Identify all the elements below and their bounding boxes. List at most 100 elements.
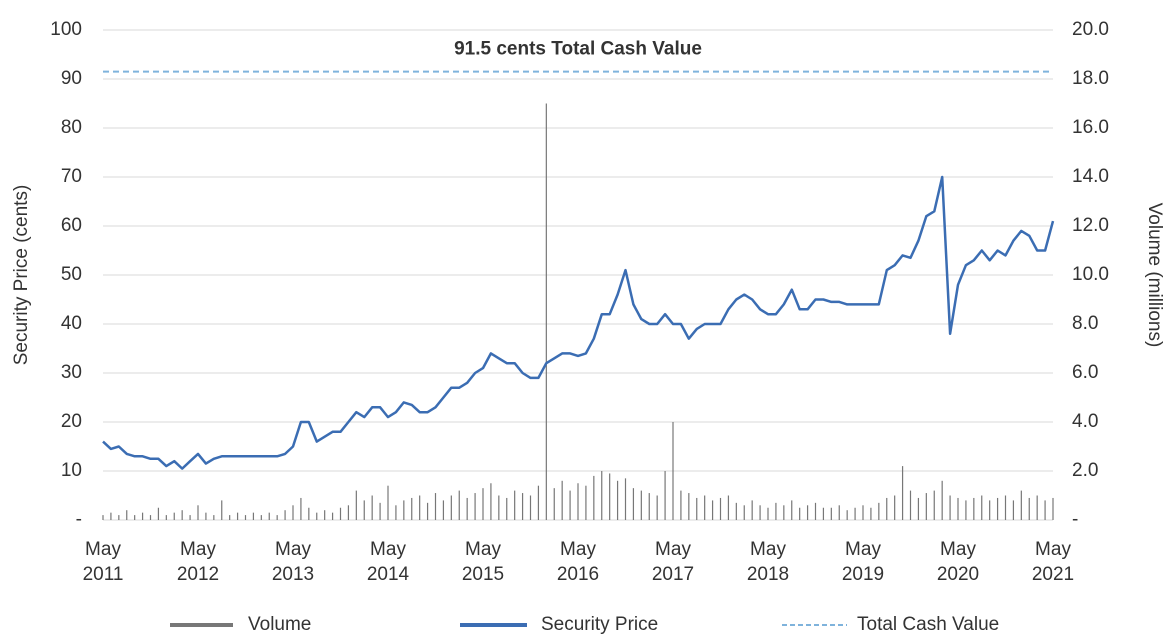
volume-bar bbox=[149, 515, 152, 520]
y-tick-label: 60 bbox=[61, 215, 82, 236]
y2-axis-title: Volume (millions) bbox=[1144, 203, 1165, 348]
volume-bar bbox=[696, 497, 698, 520]
volume-bar bbox=[901, 466, 904, 520]
volume-bar bbox=[814, 502, 817, 520]
y2-tick-label: 20.0 bbox=[1072, 19, 1109, 40]
volume-bar bbox=[965, 500, 967, 520]
volume-bar bbox=[878, 502, 880, 520]
volume-bar bbox=[791, 500, 793, 520]
volume-bar bbox=[719, 497, 722, 520]
y2-tick-label: 14.0 bbox=[1072, 166, 1109, 187]
y2-tick-label: 12.0 bbox=[1072, 215, 1109, 236]
volume-bar bbox=[862, 505, 864, 520]
volume-bar bbox=[688, 493, 690, 520]
volume-bar bbox=[830, 507, 832, 520]
volume-bar bbox=[846, 510, 848, 520]
volume-bar bbox=[996, 497, 999, 520]
y-tick-label: 70 bbox=[61, 166, 82, 187]
y-tick-label: 100 bbox=[50, 19, 82, 40]
x-tick-label: May 2012 bbox=[176, 539, 220, 585]
volume-bar bbox=[450, 495, 452, 520]
x-tick-label: May 2016 bbox=[556, 539, 600, 585]
volume-bar bbox=[735, 502, 737, 520]
y2-tick-label: 8.0 bbox=[1072, 313, 1098, 334]
volume-bar bbox=[656, 495, 658, 520]
x-tick-label: May 2013 bbox=[271, 539, 315, 585]
volume-bar bbox=[743, 505, 745, 520]
volume-bar bbox=[324, 510, 326, 520]
volume-bar bbox=[616, 480, 619, 520]
volume-bar bbox=[1004, 495, 1007, 520]
volume-bar bbox=[822, 507, 825, 520]
volume-bar bbox=[981, 495, 983, 520]
volume-bar bbox=[379, 502, 381, 520]
y2-tick-label: 18.0 bbox=[1072, 68, 1109, 89]
volume-bar bbox=[284, 510, 286, 520]
volume-bar bbox=[870, 507, 872, 520]
y-tick-label: 80 bbox=[61, 117, 82, 138]
volume-bar bbox=[894, 495, 896, 520]
volume-bar bbox=[664, 471, 666, 520]
volume-bar bbox=[632, 488, 635, 520]
volume-bar bbox=[711, 500, 714, 520]
volume-bar bbox=[585, 485, 587, 520]
x-tick-label: May 2020 bbox=[936, 539, 980, 585]
volume-bar bbox=[609, 473, 611, 520]
volume-bar bbox=[474, 493, 476, 520]
volume-bar bbox=[363, 500, 365, 520]
volume-bar bbox=[213, 515, 215, 520]
volume-bar bbox=[727, 495, 730, 520]
volume-bar bbox=[498, 495, 500, 520]
volume-bar bbox=[704, 495, 706, 520]
legend-label: Volume bbox=[248, 614, 311, 635]
volume-bar bbox=[1012, 500, 1015, 520]
volume-bar bbox=[165, 515, 167, 520]
volume-bar bbox=[783, 505, 785, 520]
volume-bar bbox=[252, 512, 255, 520]
volume-bar bbox=[1036, 495, 1038, 520]
y-tick-label: 40 bbox=[61, 313, 82, 334]
volume-bar bbox=[973, 497, 975, 520]
volume-bar bbox=[624, 478, 627, 520]
volume-bar bbox=[917, 497, 920, 520]
volume-bar bbox=[521, 493, 524, 520]
volume-bar bbox=[1028, 497, 1030, 520]
volume-bar bbox=[371, 495, 373, 520]
volume-bar bbox=[553, 488, 555, 520]
y-axis-title: Security Price (cents) bbox=[11, 185, 32, 366]
volume-bar bbox=[537, 485, 540, 520]
volume-bar bbox=[387, 485, 389, 520]
volume-bar bbox=[126, 510, 128, 520]
volume-bar bbox=[909, 490, 912, 520]
volume-bar bbox=[506, 497, 508, 520]
reference-label: 91.5 cents Total Cash Value bbox=[454, 39, 702, 60]
volume-bar bbox=[490, 483, 492, 520]
volume-bar bbox=[189, 515, 191, 520]
x-tick-label: May 2011 bbox=[82, 539, 124, 585]
volume-bar bbox=[331, 512, 334, 520]
volume-bar bbox=[569, 490, 571, 520]
legend-label: Total Cash Value bbox=[857, 614, 999, 635]
volume-bar bbox=[601, 471, 603, 520]
volume-bar bbox=[403, 500, 405, 520]
volume-bar bbox=[775, 502, 777, 520]
volume-bar bbox=[529, 495, 532, 520]
legend-label: Security Price bbox=[541, 614, 658, 635]
x-tick-label: May 2014 bbox=[366, 539, 410, 585]
x-tick-label: May 2015 bbox=[461, 539, 505, 585]
volume-bar bbox=[466, 497, 468, 520]
volume-bar bbox=[593, 475, 595, 520]
volume-bar bbox=[806, 505, 809, 520]
volume-bar bbox=[141, 512, 144, 520]
volume-bar bbox=[957, 497, 959, 520]
volume-bar bbox=[672, 422, 674, 520]
volume-bar bbox=[316, 512, 318, 520]
volume-bar bbox=[640, 490, 642, 520]
volume-bar bbox=[411, 497, 413, 520]
volume-bar bbox=[236, 512, 239, 520]
volume-bar bbox=[157, 507, 160, 520]
volume-bar bbox=[767, 507, 769, 520]
volume-bar bbox=[925, 493, 927, 520]
volume-bar bbox=[118, 515, 120, 520]
